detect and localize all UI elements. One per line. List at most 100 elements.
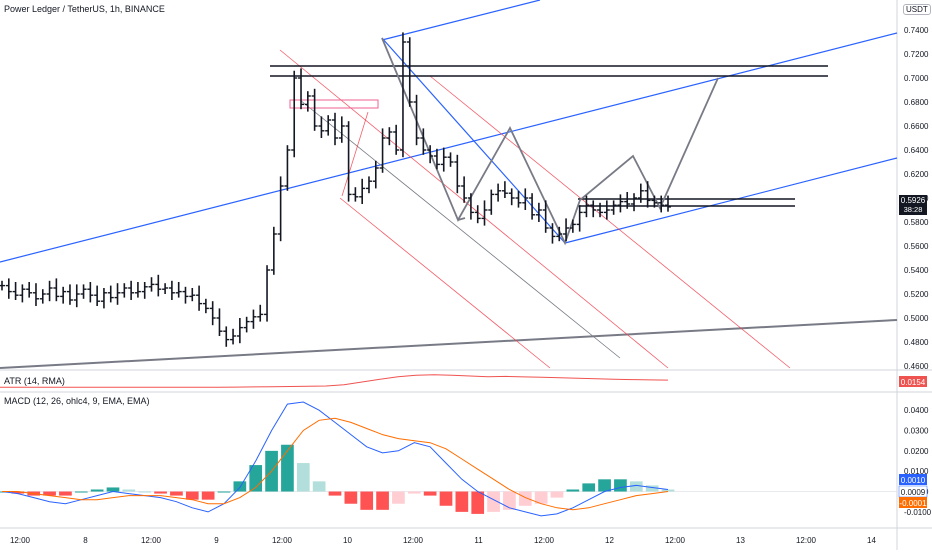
macd-histogram-bar	[614, 479, 627, 492]
time-tick-label: 13	[736, 536, 745, 545]
ohlc-bar	[427, 145, 434, 164]
time-tick-label: 8	[83, 536, 88, 545]
time-tick-label: 9	[214, 536, 219, 545]
ohlc-bar	[447, 152, 454, 167]
macd-histogram-bar	[170, 491, 183, 496]
price-tick-label: 0.6200	[904, 170, 929, 179]
macd-histogram-bar	[582, 483, 596, 492]
ohlc-bar	[325, 115, 332, 136]
ohlc-bar	[277, 176, 284, 242]
ohlc-bar	[284, 145, 291, 191]
ohlc-bar	[665, 195, 671, 212]
zigzag-pattern[interactable]	[457, 217, 466, 221]
ohlc-bar	[12, 282, 19, 300]
ohlc-bar	[556, 226, 563, 242]
macd-histogram-bar	[661, 489, 675, 492]
atr-value: 0.0154	[901, 378, 926, 387]
macd-histogram-bar	[518, 491, 532, 506]
ohlc-bar	[66, 284, 73, 305]
ohlc-bar	[243, 316, 250, 333]
ohlc-bar	[501, 181, 508, 198]
trendline-support[interactable]	[564, 157, 898, 244]
macd-histogram-bar	[138, 491, 152, 493]
ohlc-bar	[196, 285, 203, 311]
macd-histogram-bar	[312, 481, 326, 492]
ohlc-bar	[467, 193, 474, 220]
parallel-line-red[interactable]	[339, 197, 551, 369]
trendline-descending[interactable]	[381, 37, 566, 244]
time-tick-label: 10	[343, 536, 352, 545]
ohlc-bar	[474, 205, 481, 224]
macd-histogram-bar	[233, 481, 247, 492]
ohlc-bar	[610, 200, 617, 215]
range-box[interactable]	[289, 99, 379, 109]
ohlc-bar	[291, 70, 298, 158]
macd-histogram-bar	[598, 479, 611, 492]
ohlc-bar	[583, 195, 590, 218]
ohlc-bar	[311, 88, 318, 131]
price-tick-label: 0.5600	[904, 242, 929, 251]
parallel-line-red[interactable]	[341, 111, 369, 197]
ohlc-bar	[162, 283, 169, 294]
parallel-line-red[interactable]	[429, 75, 791, 369]
ohlc-bar	[549, 223, 556, 244]
macd-histogram-bar	[74, 491, 88, 493]
macd-layer	[0, 401, 897, 517]
price-tick-label: 0.5200	[904, 290, 929, 299]
price-tick-label: 0.7400	[904, 26, 929, 35]
ohlc-bar	[338, 116, 345, 143]
ohlc-bar	[134, 282, 141, 298]
drawing-tools-layer[interactable]	[0, 0, 898, 369]
symbol-title[interactable]: Power Ledger / TetherUS, 1h, BINANCE	[4, 4, 165, 14]
macd-histogram-bar	[423, 491, 437, 496]
ohlc-bar	[563, 218, 570, 242]
macd-line	[1, 401, 669, 517]
ohlc-bar	[270, 226, 277, 275]
ohlc-bar	[60, 286, 67, 304]
parallel-line-red[interactable]	[279, 49, 669, 369]
ohlc-bar	[576, 205, 583, 232]
ohlc-bar	[230, 328, 237, 345]
macd-signal-value: -0.0001	[899, 499, 927, 508]
current-price-label: 0.5926 38:28	[899, 195, 927, 215]
macd-histogram-bar	[106, 487, 120, 492]
currency-button[interactable]: USDT	[903, 4, 931, 15]
ohlc-bar	[454, 154, 461, 194]
macd-histogram-bar	[185, 491, 199, 500]
macd-histogram-bar	[487, 491, 500, 512]
time-tick-label: 12:00	[272, 536, 293, 545]
macd-title[interactable]: MACD (12, 26, ohlc4, 9, EMA, EMA)	[4, 396, 150, 406]
trendline-channel-lower[interactable]	[0, 32, 898, 263]
zigzag-pattern[interactable]	[381, 37, 719, 246]
ohlc-bar	[223, 326, 230, 347]
ohlc-bar	[264, 265, 271, 322]
ohlc-bar	[298, 68, 305, 110]
ohlc-bar	[631, 193, 638, 212]
macd-histogram-bar	[328, 491, 342, 496]
macd-signal-line	[2, 417, 669, 511]
time-axis-ticks: 12:00 8 12:00 9 12:00 10 12:00 11 12:00 12 12:00 13…	[10, 536, 877, 545]
ohlc-bar	[87, 282, 94, 303]
ohlc-bar	[535, 202, 542, 222]
time-tick-label: 14	[867, 536, 876, 545]
parallel-line-grey[interactable]	[299, 99, 621, 359]
macd-tick-label: 0.0300	[904, 427, 929, 436]
atr-title[interactable]: ATR (14, RMA)	[4, 376, 65, 386]
ohlc-bar	[128, 280, 135, 300]
trendline-long-support[interactable]	[0, 319, 898, 369]
ohlc-bar	[522, 188, 529, 210]
ohlc-bar	[658, 195, 665, 213]
ohlc-bar	[189, 288, 196, 302]
ohlc-bar	[107, 285, 114, 303]
ohlc-bar	[597, 202, 604, 218]
time-tick-label: 12:00	[403, 536, 424, 545]
trendline-channel-upper[interactable]	[381, 0, 541, 41]
time-tick-label: 12	[605, 536, 614, 545]
time-tick-label: 12:00	[796, 536, 817, 545]
ohlc-bar	[413, 94, 420, 146]
macd-histogram-bar	[407, 491, 421, 494]
ohlc-bar	[53, 278, 60, 302]
ohlc-bar	[19, 284, 26, 303]
macd-histogram-bar	[217, 491, 231, 493]
